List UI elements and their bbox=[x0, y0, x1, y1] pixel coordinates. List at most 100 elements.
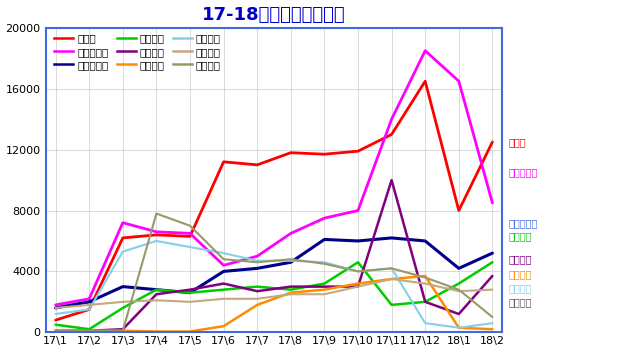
上汽乘用车 bbox=[287, 260, 294, 264]
江铃汽车 bbox=[119, 300, 126, 304]
江淮汽车 bbox=[421, 300, 429, 304]
吉利知豆 bbox=[354, 269, 362, 274]
奇瑞汽车 bbox=[489, 274, 496, 278]
比亚迪 bbox=[455, 208, 463, 213]
Legend: 比亚迪, 北汽新能源, 上汽乘用车, 江淮汽车, 奇瑞汽车, 华泰汽车, 吉利知豆, 江铃汽车, 吉利汽车: 比亚迪, 北汽新能源, 上汽乘用车, 江淮汽车, 奇瑞汽车, 华泰汽车, 吉利知… bbox=[50, 30, 225, 74]
江铃汽车 bbox=[186, 300, 194, 304]
奇瑞汽车 bbox=[220, 282, 227, 286]
比亚迪 bbox=[186, 234, 194, 239]
奇瑞汽车 bbox=[354, 284, 362, 289]
北汽新能源 bbox=[354, 208, 362, 213]
奇瑞汽车 bbox=[388, 178, 395, 182]
Text: 奇瑞汽车: 奇瑞汽车 bbox=[508, 254, 531, 264]
江淮汽车 bbox=[489, 260, 496, 264]
华泰汽车 bbox=[52, 329, 59, 333]
吉利知豆 bbox=[254, 259, 261, 263]
江铃汽车 bbox=[388, 277, 395, 281]
吉利知豆 bbox=[421, 321, 429, 325]
江淮汽车 bbox=[119, 306, 126, 310]
上汽乘用车 bbox=[119, 284, 126, 289]
江铃汽车 bbox=[354, 284, 362, 289]
华泰汽车 bbox=[186, 329, 194, 334]
奇瑞汽车 bbox=[86, 329, 93, 333]
上汽乘用车 bbox=[455, 266, 463, 270]
江淮汽车 bbox=[354, 260, 362, 264]
上汽乘用车 bbox=[153, 288, 160, 292]
江铃汽车 bbox=[220, 297, 227, 301]
上汽乘用车 bbox=[86, 300, 93, 304]
江铃汽车 bbox=[153, 298, 160, 302]
江淮汽车 bbox=[254, 284, 261, 289]
Line: 华泰汽车: 华泰汽车 bbox=[56, 276, 492, 332]
比亚迪 bbox=[321, 152, 328, 156]
江淮汽车 bbox=[153, 288, 160, 292]
华泰汽车 bbox=[86, 329, 93, 333]
吉利知豆 bbox=[489, 321, 496, 325]
北汽新能源 bbox=[321, 216, 328, 220]
华泰汽车 bbox=[220, 324, 227, 328]
Text: 江淮汽车: 江淮汽车 bbox=[508, 231, 531, 241]
Line: 吉利知豆: 吉利知豆 bbox=[56, 241, 492, 328]
华泰汽车 bbox=[153, 329, 160, 334]
比亚迪 bbox=[52, 318, 59, 322]
Title: 17-18年新能源企业走势: 17-18年新能源企业走势 bbox=[202, 6, 346, 24]
比亚迪 bbox=[388, 132, 395, 137]
比亚迪 bbox=[153, 233, 160, 237]
华泰汽车 bbox=[119, 329, 126, 333]
Text: 吉利汽车: 吉利汽车 bbox=[508, 297, 531, 307]
奇瑞汽车 bbox=[455, 312, 463, 316]
吉利汽车 bbox=[287, 257, 294, 261]
比亚迪 bbox=[254, 163, 261, 167]
Text: 比亚迪: 比亚迪 bbox=[508, 137, 526, 147]
北汽新能源 bbox=[254, 254, 261, 258]
吉利汽车 bbox=[186, 224, 194, 228]
华泰汽车 bbox=[421, 274, 429, 278]
比亚迪 bbox=[119, 236, 126, 240]
江淮汽车 bbox=[455, 282, 463, 286]
华泰汽车 bbox=[489, 327, 496, 331]
北汽新能源 bbox=[489, 201, 496, 205]
Text: 吉利知豆: 吉利知豆 bbox=[508, 283, 531, 293]
吉利汽车 bbox=[119, 329, 126, 333]
江淮汽车 bbox=[86, 327, 93, 331]
比亚迪 bbox=[354, 149, 362, 153]
吉利汽车 bbox=[153, 212, 160, 216]
江铃汽车 bbox=[86, 303, 93, 307]
Line: 吉利汽车: 吉利汽车 bbox=[56, 214, 492, 331]
Line: 比亚迪: 比亚迪 bbox=[56, 81, 492, 320]
北汽新能源 bbox=[455, 79, 463, 83]
奇瑞汽车 bbox=[153, 292, 160, 296]
吉利知豆 bbox=[220, 251, 227, 255]
Text: 北汽新能源: 北汽新能源 bbox=[508, 168, 537, 177]
北汽新能源 bbox=[388, 117, 395, 121]
华泰汽车 bbox=[354, 282, 362, 286]
吉利知豆 bbox=[287, 259, 294, 263]
北汽新能源 bbox=[119, 221, 126, 225]
吉利汽车 bbox=[86, 329, 93, 333]
江铃汽车 bbox=[52, 306, 59, 310]
吉利知豆 bbox=[388, 266, 395, 270]
吉利知豆 bbox=[52, 312, 59, 316]
Line: 江铃汽车: 江铃汽车 bbox=[56, 279, 492, 308]
上汽乘用车 bbox=[254, 266, 261, 270]
江铃汽车 bbox=[489, 288, 496, 292]
Line: 北汽新能源: 北汽新能源 bbox=[56, 51, 492, 305]
吉利汽车 bbox=[52, 329, 59, 333]
Line: 江淮汽车: 江淮汽车 bbox=[56, 262, 492, 329]
江淮汽车 bbox=[186, 291, 194, 295]
比亚迪 bbox=[489, 140, 496, 144]
江淮汽车 bbox=[220, 288, 227, 292]
北汽新能源 bbox=[52, 303, 59, 307]
江淮汽车 bbox=[388, 303, 395, 307]
华泰汽车 bbox=[254, 303, 261, 307]
Text: 上汽乘用车: 上汽乘用车 bbox=[508, 218, 537, 228]
吉利汽车 bbox=[354, 269, 362, 274]
吉利知豆 bbox=[86, 307, 93, 312]
上汽乘用车 bbox=[186, 291, 194, 295]
比亚迪 bbox=[86, 307, 93, 312]
上汽乘用车 bbox=[489, 251, 496, 255]
奇瑞汽车 bbox=[421, 300, 429, 304]
上汽乘用车 bbox=[321, 237, 328, 241]
华泰汽车 bbox=[321, 288, 328, 292]
上汽乘用车 bbox=[421, 239, 429, 243]
